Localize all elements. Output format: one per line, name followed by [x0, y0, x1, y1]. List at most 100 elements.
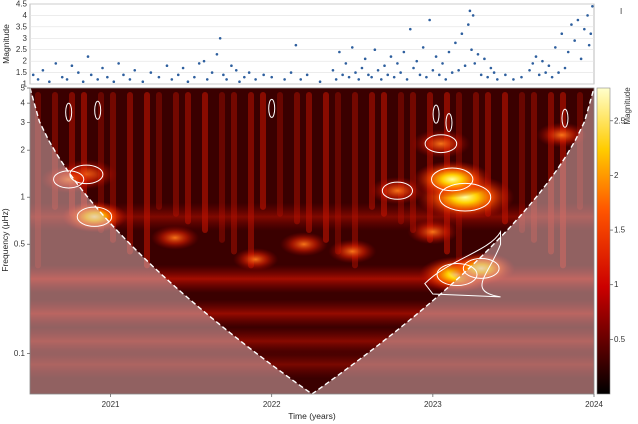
- power-hotspot: [536, 122, 588, 148]
- scatter-y-tick-label: 3.5: [16, 22, 28, 31]
- significance-contour: [438, 182, 492, 212]
- scatter-y-tick-label: 1: [23, 80, 28, 89]
- scatter-point: [399, 71, 402, 74]
- heatmap-y-axis-label: Frequency (μHz): [0, 208, 10, 272]
- colorbar-tick-label: 2.5: [614, 116, 626, 125]
- heatmap-y-tick-label: 4: [21, 99, 26, 108]
- significance-contour: [53, 170, 85, 189]
- scatter-y-tick-label: 2.5: [16, 45, 28, 54]
- scatter-point: [89, 73, 93, 77]
- scatter-point: [133, 68, 137, 72]
- scatter-y-axis-label: Magnitude: [1, 24, 11, 64]
- power-hotspot: [151, 225, 200, 250]
- scatter-point: [31, 73, 35, 77]
- scatter-point: [334, 78, 338, 81]
- power-ridge: [144, 92, 150, 269]
- scatter-point: [431, 68, 435, 72]
- scatter-point: [463, 64, 467, 68]
- power-ridge: [277, 92, 283, 217]
- scatter-point: [86, 55, 90, 58]
- significance-contour: [424, 230, 502, 298]
- scatter-point: [270, 75, 274, 79]
- scatter-point: [350, 46, 354, 49]
- scatter-point: [386, 73, 390, 77]
- scatter-point: [412, 66, 415, 70]
- scatter-point: [318, 80, 322, 84]
- scatter-point: [48, 80, 51, 84]
- scatter-point: [77, 71, 80, 74]
- scatter-point: [128, 78, 132, 81]
- scatter-point: [434, 55, 438, 58]
- colorbar-tick-label: 1: [614, 280, 619, 289]
- scatter-point: [520, 75, 523, 79]
- power-ridge: [260, 92, 266, 210]
- scatter-y-tick-label: 3: [23, 34, 28, 43]
- scatter-point: [467, 23, 470, 26]
- scatter-point: [389, 55, 393, 58]
- colorbar-label: Magnitude: [623, 87, 632, 125]
- scatter-point: [563, 66, 567, 70]
- scatter-y-ticks: 1 1.5 2 2.5 3 3.5 4 4.5: [16, 0, 28, 89]
- heatmap-y-ticks: 0.1 0.5 1 2 3 4 5: [14, 84, 30, 358]
- scatter-point: [408, 27, 412, 31]
- scatter-point: [583, 27, 586, 31]
- significance-contour: [94, 100, 102, 120]
- power-ridge: [185, 92, 191, 225]
- scatter-point: [447, 50, 451, 54]
- scatter-point: [470, 48, 473, 52]
- colorbar-ticks: 0.5 1 1.5 2 2.5: [610, 116, 626, 344]
- scatter-point: [537, 73, 541, 77]
- power-ridge: [202, 92, 208, 234]
- scatter-point: [117, 62, 120, 65]
- scatter-point: [402, 50, 406, 54]
- scatter-point: [54, 62, 58, 65]
- scatter-point: [36, 78, 40, 81]
- scatter-point: [392, 75, 396, 79]
- scatter-point: [471, 14, 475, 17]
- scatter-point: [294, 43, 298, 47]
- scatter-point: [483, 57, 486, 61]
- power-ridge: [306, 92, 312, 234]
- significance-contour: [445, 113, 453, 133]
- scatter-point: [305, 73, 309, 77]
- power-ridge: [231, 92, 237, 255]
- scatter-point: [468, 9, 472, 13]
- heatmap-frame: [29, 87, 595, 395]
- scatter-point: [181, 66, 185, 70]
- scatter-point: [205, 78, 209, 81]
- heatmap-image: [30, 88, 594, 394]
- scatter-point: [122, 73, 125, 77]
- colorbar-tick-label: 0.5: [614, 335, 626, 344]
- scatter-point: [425, 75, 428, 79]
- scatter-point: [528, 68, 531, 72]
- scatter-point: [576, 18, 580, 22]
- scatter-point: [186, 80, 190, 84]
- scatter-point: [512, 78, 515, 81]
- scatter-point: [41, 68, 45, 72]
- scatter-point: [504, 73, 507, 77]
- significance-contour: [561, 108, 569, 128]
- scatter-point: [197, 62, 201, 65]
- heatmap-y-tick-label: 0.1: [14, 349, 26, 358]
- scatter-point: [573, 39, 576, 42]
- significance-contour: [462, 257, 500, 279]
- scatter-point: [579, 57, 583, 61]
- significance-contour: [65, 102, 73, 122]
- scatter-point: [418, 73, 422, 77]
- scatter-point: [331, 68, 335, 72]
- scatter-point: [225, 78, 228, 81]
- significance-contour: [76, 206, 113, 227]
- scatter-point: [81, 80, 85, 84]
- colorbar-tick-label: 2: [614, 171, 619, 180]
- scatter-point: [415, 59, 419, 63]
- power-hotspot: [279, 232, 328, 257]
- power-ridge: [352, 92, 358, 269]
- scatter-point: [587, 43, 591, 47]
- colorbar: 0.5 1 1.5 2 2.5 Magnitude I: [596, 7, 632, 395]
- scatter-point: [473, 62, 477, 65]
- scatter-point: [60, 75, 64, 79]
- scatter-point: [170, 78, 174, 81]
- scatter-y-tick-label: 4.5: [16, 0, 28, 9]
- power-hotspot: [369, 176, 426, 205]
